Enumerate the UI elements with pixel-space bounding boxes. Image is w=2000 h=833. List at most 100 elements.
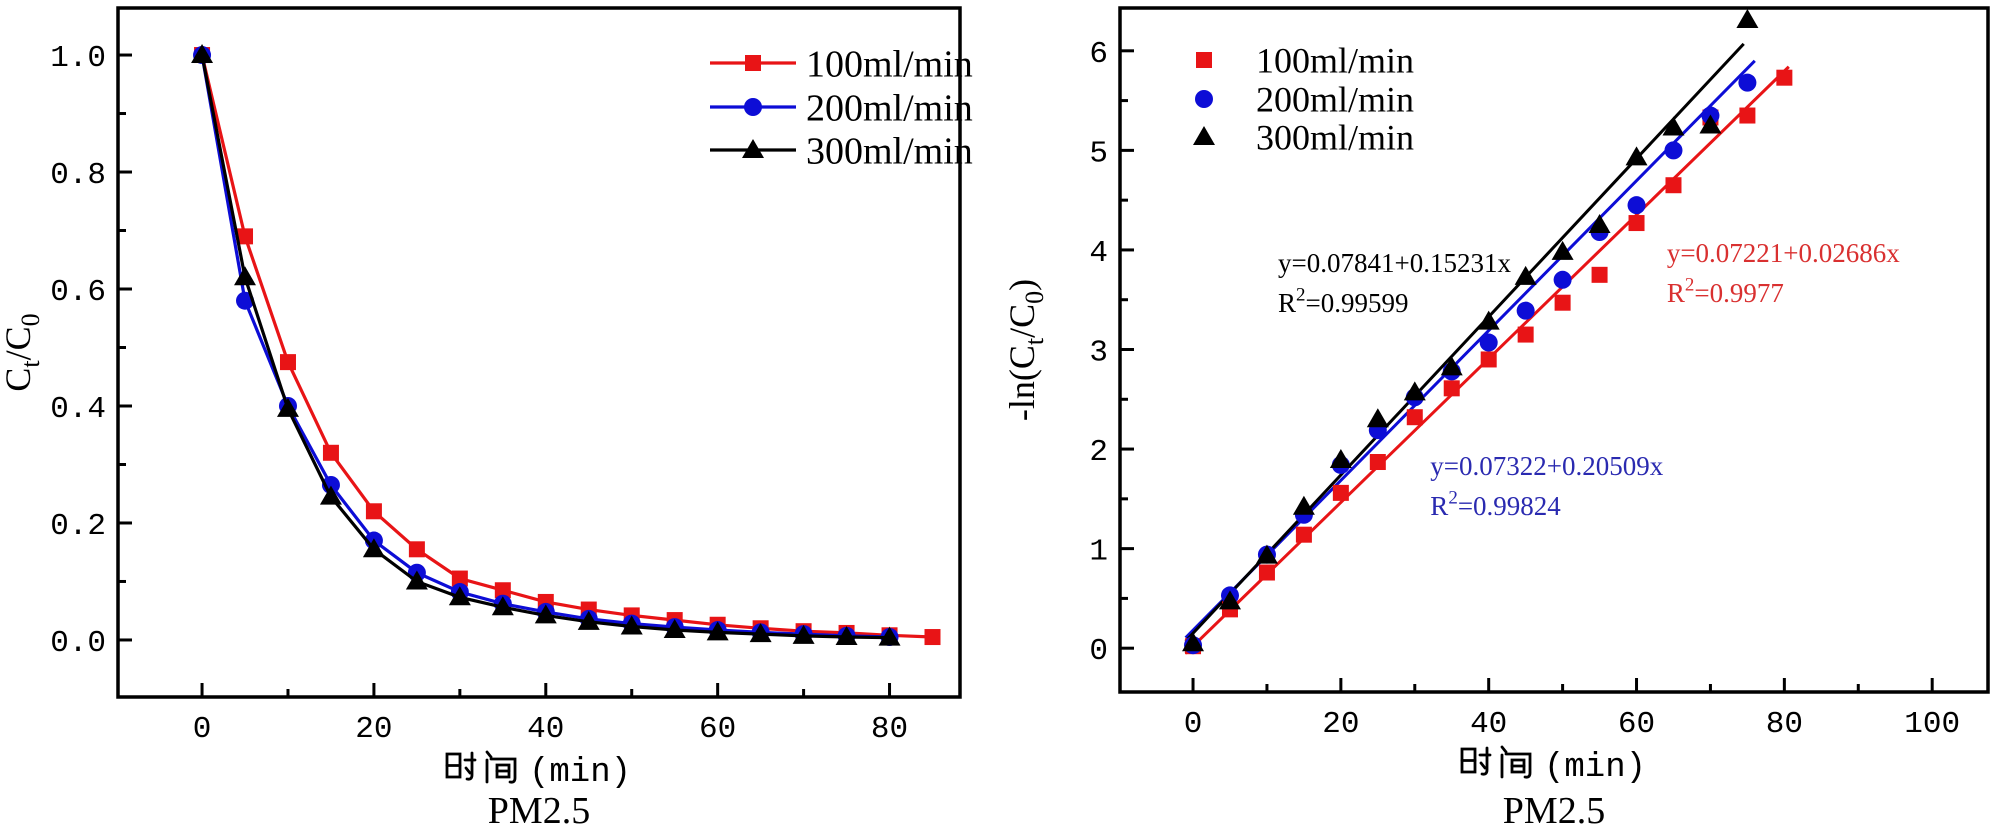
legend-item-100ml-min: 100ml/min bbox=[710, 43, 973, 85]
y-tick-label: 1.0 bbox=[50, 41, 106, 76]
legend-square-swatch bbox=[1196, 52, 1212, 68]
chart-title: PM2.5 bbox=[1503, 790, 1605, 832]
legend-triangle-swatch bbox=[742, 139, 764, 158]
data-point-300ml-min bbox=[1403, 381, 1426, 401]
series-300ml-min bbox=[191, 44, 901, 646]
plot-box bbox=[116, 6, 962, 699]
x-tick-label: 20 bbox=[355, 712, 392, 747]
data-point-300ml-min bbox=[1292, 495, 1315, 515]
y-tick-label: 0.0 bbox=[50, 626, 106, 661]
data-point-100ml-min bbox=[1406, 409, 1423, 426]
equation-text: y=0.07841+0.15231x bbox=[1278, 248, 1511, 278]
data-point-300ml-min bbox=[1477, 310, 1500, 330]
data-point-300ml-min bbox=[1440, 356, 1463, 376]
data-point-300ml-min bbox=[191, 44, 214, 64]
data-point-300ml-min bbox=[534, 604, 557, 624]
y-tick-label: 0.2 bbox=[50, 509, 106, 544]
x-tick-label: 80 bbox=[871, 712, 908, 747]
data-point-100ml-min bbox=[1332, 484, 1349, 501]
legend-label: 300ml/min bbox=[1256, 118, 1414, 158]
r-squared-text: R2=0.9977 bbox=[1667, 275, 1784, 308]
legend-item-300ml-min: 300ml/min bbox=[710, 130, 973, 172]
x-axis-label: (min) bbox=[1460, 745, 1646, 787]
legend-item-300ml-min: 300ml/min bbox=[1193, 118, 1414, 158]
data-point-100ml-min bbox=[1739, 107, 1756, 124]
y-tick-label: 0.8 bbox=[50, 158, 106, 193]
data-point-200ml-min bbox=[1516, 301, 1535, 320]
data-point-100ml-min bbox=[1480, 351, 1497, 368]
data-point-300ml-min bbox=[276, 397, 299, 417]
data-point-100ml-min bbox=[1628, 215, 1645, 232]
chart-title: PM2.5 bbox=[488, 790, 590, 832]
y-tick-label: 5 bbox=[1089, 136, 1108, 171]
data-point-300ml-min bbox=[1329, 449, 1352, 469]
x-tick-label: 0 bbox=[1184, 707, 1203, 742]
legend-label: 100ml/min bbox=[806, 43, 973, 85]
y-tick-label: 0.4 bbox=[50, 392, 106, 427]
fit-equation-300ml-min: y=0.07841+0.15231x R2=0.99599 bbox=[1278, 248, 1511, 318]
x-tick-label: 60 bbox=[1618, 707, 1655, 742]
data-point-300ml-min bbox=[577, 610, 600, 630]
legend-item-200ml-min: 200ml/min bbox=[1195, 80, 1414, 120]
data-point-300ml-min bbox=[405, 570, 428, 590]
data-point-100ml-min bbox=[1776, 69, 1793, 86]
y-tick-label: 3 bbox=[1089, 336, 1108, 371]
legend-circle-swatch bbox=[744, 98, 762, 116]
fit-equation-100ml-min: y=0.07221+0.02686x R2=0.9977 bbox=[1667, 238, 1900, 308]
r-squared-text: R2=0.99599 bbox=[1278, 285, 1409, 318]
data-point-100ml-min bbox=[1443, 380, 1460, 397]
legend-label: 200ml/min bbox=[806, 87, 973, 129]
y-tick-label: 6 bbox=[1089, 37, 1108, 72]
data-point-300ml-min bbox=[1736, 8, 1759, 28]
data-point-100ml-min bbox=[1665, 177, 1682, 194]
data-point-300ml-min bbox=[362, 538, 385, 558]
data-point-200ml-min bbox=[1553, 270, 1572, 289]
x-tick-label: 100 bbox=[1904, 707, 1960, 742]
y-tick-label: 1 bbox=[1089, 535, 1108, 570]
equation-text: y=0.07322+0.20509x bbox=[1430, 451, 1663, 481]
data-point-100ml-min bbox=[365, 503, 382, 520]
y-tick-label: 0.6 bbox=[50, 275, 106, 310]
tick-labels: 0 20 40 60 80 100 0 1 2 3 4 5 6 bbox=[1089, 37, 1960, 742]
equation-text: y=0.07221+0.02686x bbox=[1667, 238, 1900, 268]
y-axis-label: Ct/C0 bbox=[0, 313, 45, 391]
data-point-100ml-min bbox=[1258, 564, 1275, 581]
data-point-300ml-min bbox=[1514, 265, 1537, 285]
data-point-300ml-min bbox=[1255, 544, 1278, 564]
data-point-300ml-min bbox=[1625, 146, 1648, 166]
cjk-time-glyphs bbox=[1460, 745, 1532, 779]
axis-ticks bbox=[1120, 49, 1934, 692]
data-point-100ml-min bbox=[408, 541, 425, 558]
data-point-300ml-min bbox=[792, 624, 815, 644]
data-point-100ml-min bbox=[494, 582, 511, 599]
legend-label: 100ml/min bbox=[1256, 41, 1414, 81]
x-tick-label: 0 bbox=[193, 712, 212, 747]
x-tick-label: 80 bbox=[1766, 707, 1803, 742]
data-point-300ml-min bbox=[234, 266, 257, 286]
data-point-100ml-min bbox=[237, 228, 254, 245]
legend-circle-swatch bbox=[1195, 90, 1213, 108]
legend-label: 200ml/min bbox=[1256, 80, 1414, 120]
cjk-time-glyphs bbox=[445, 750, 517, 784]
series-300ml-min bbox=[1182, 8, 1759, 652]
pm25-removal-decay-plot: 0 20 40 60 80 0.0 0.2 0.4 0.6 0.8 1.0 100ml/min200m… bbox=[0, 6, 973, 832]
y-tick-label: 0 bbox=[1089, 634, 1108, 669]
x-tick-label: 20 bbox=[1322, 707, 1359, 742]
data-point-300ml-min bbox=[491, 596, 514, 616]
right-chart: 0 20 40 60 80 100 0 1 2 3 4 5 6 y=0.07841+0.15231x R2=… bbox=[1002, 6, 1990, 832]
y-tick-label: 4 bbox=[1089, 236, 1108, 271]
pm25-kinetics-fit-plot: 0 20 40 60 80 100 0 1 2 3 4 5 6 y=0.07841+0.15231x R2=… bbox=[1002, 6, 1990, 832]
data-point-300ml-min bbox=[620, 615, 643, 635]
data-point-300ml-min bbox=[835, 626, 858, 646]
data-point-200ml-min bbox=[1479, 333, 1498, 352]
legend-label: 300ml/min bbox=[806, 130, 973, 172]
data-point-100ml-min bbox=[451, 570, 468, 587]
data-point-300ml-min bbox=[319, 485, 342, 505]
data-point-300ml-min bbox=[1662, 116, 1685, 136]
legend-item-200ml-min: 200ml/min bbox=[710, 87, 973, 129]
left-chart: 0 20 40 60 80 0.0 0.2 0.4 0.6 0.8 1.0 100ml/min200m… bbox=[0, 6, 973, 832]
data-point-100ml-min bbox=[924, 629, 941, 646]
data-point-300ml-min bbox=[1366, 408, 1389, 428]
legend-square-swatch bbox=[745, 55, 761, 71]
data-point-200ml-min bbox=[1627, 196, 1646, 215]
